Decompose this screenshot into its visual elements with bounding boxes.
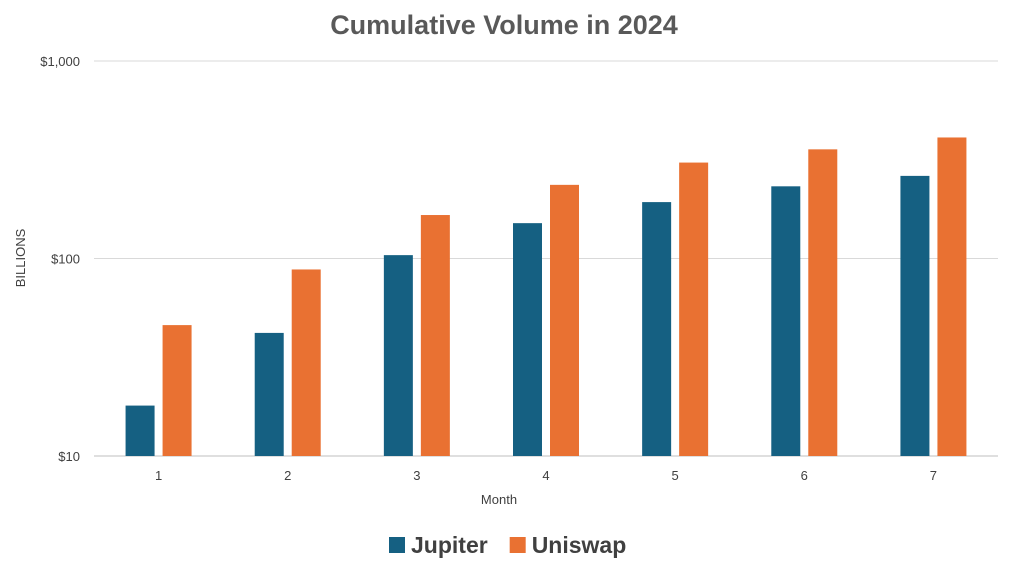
x-tick-label: 6	[801, 468, 808, 483]
x-tick-label: 3	[413, 468, 420, 483]
x-axis-title: Month	[481, 492, 517, 507]
y-tick-label: $1,000	[40, 54, 80, 69]
bar-jupiter	[513, 223, 542, 456]
legend-swatch	[509, 537, 526, 553]
bar-jupiter	[900, 175, 930, 456]
bar-uniswap	[937, 137, 967, 456]
bar-jupiter	[254, 332, 284, 456]
bar-uniswap	[679, 162, 709, 457]
bar-uniswap	[420, 215, 450, 456]
x-tick-label: 5	[672, 468, 679, 483]
legend-label: Uniswap	[532, 532, 627, 558]
x-axis-ticks: 1 2 3 4 5 6 7	[155, 468, 937, 483]
bar-uniswap	[550, 184, 579, 456]
bar-jupiter	[771, 186, 801, 457]
x-tick-label: 2	[284, 468, 291, 483]
bar-jupiter	[383, 255, 413, 456]
bars	[125, 137, 967, 457]
bar-uniswap	[162, 325, 192, 456]
bar-jupiter	[125, 405, 155, 456]
y-tick-label: $100	[51, 252, 80, 267]
gridlines	[94, 60, 998, 457]
legend: Jupiter Uniswap	[389, 532, 626, 558]
x-tick-label: 7	[930, 468, 937, 483]
y-axis-ticks: $10 $100 $1,000	[40, 54, 80, 464]
y-axis-title: BILLIONS	[13, 228, 28, 287]
y-tick-label: $10	[58, 449, 80, 464]
legend-label: Jupiter	[411, 532, 488, 558]
x-tick-label: 4	[542, 468, 549, 483]
bar-uniswap	[291, 269, 321, 456]
legend-swatch	[389, 537, 405, 553]
bar-uniswap	[808, 149, 838, 456]
x-tick-label: 1	[155, 468, 162, 483]
chart-title: Cumulative Volume in 2024	[330, 10, 678, 40]
bar-jupiter	[642, 202, 672, 456]
